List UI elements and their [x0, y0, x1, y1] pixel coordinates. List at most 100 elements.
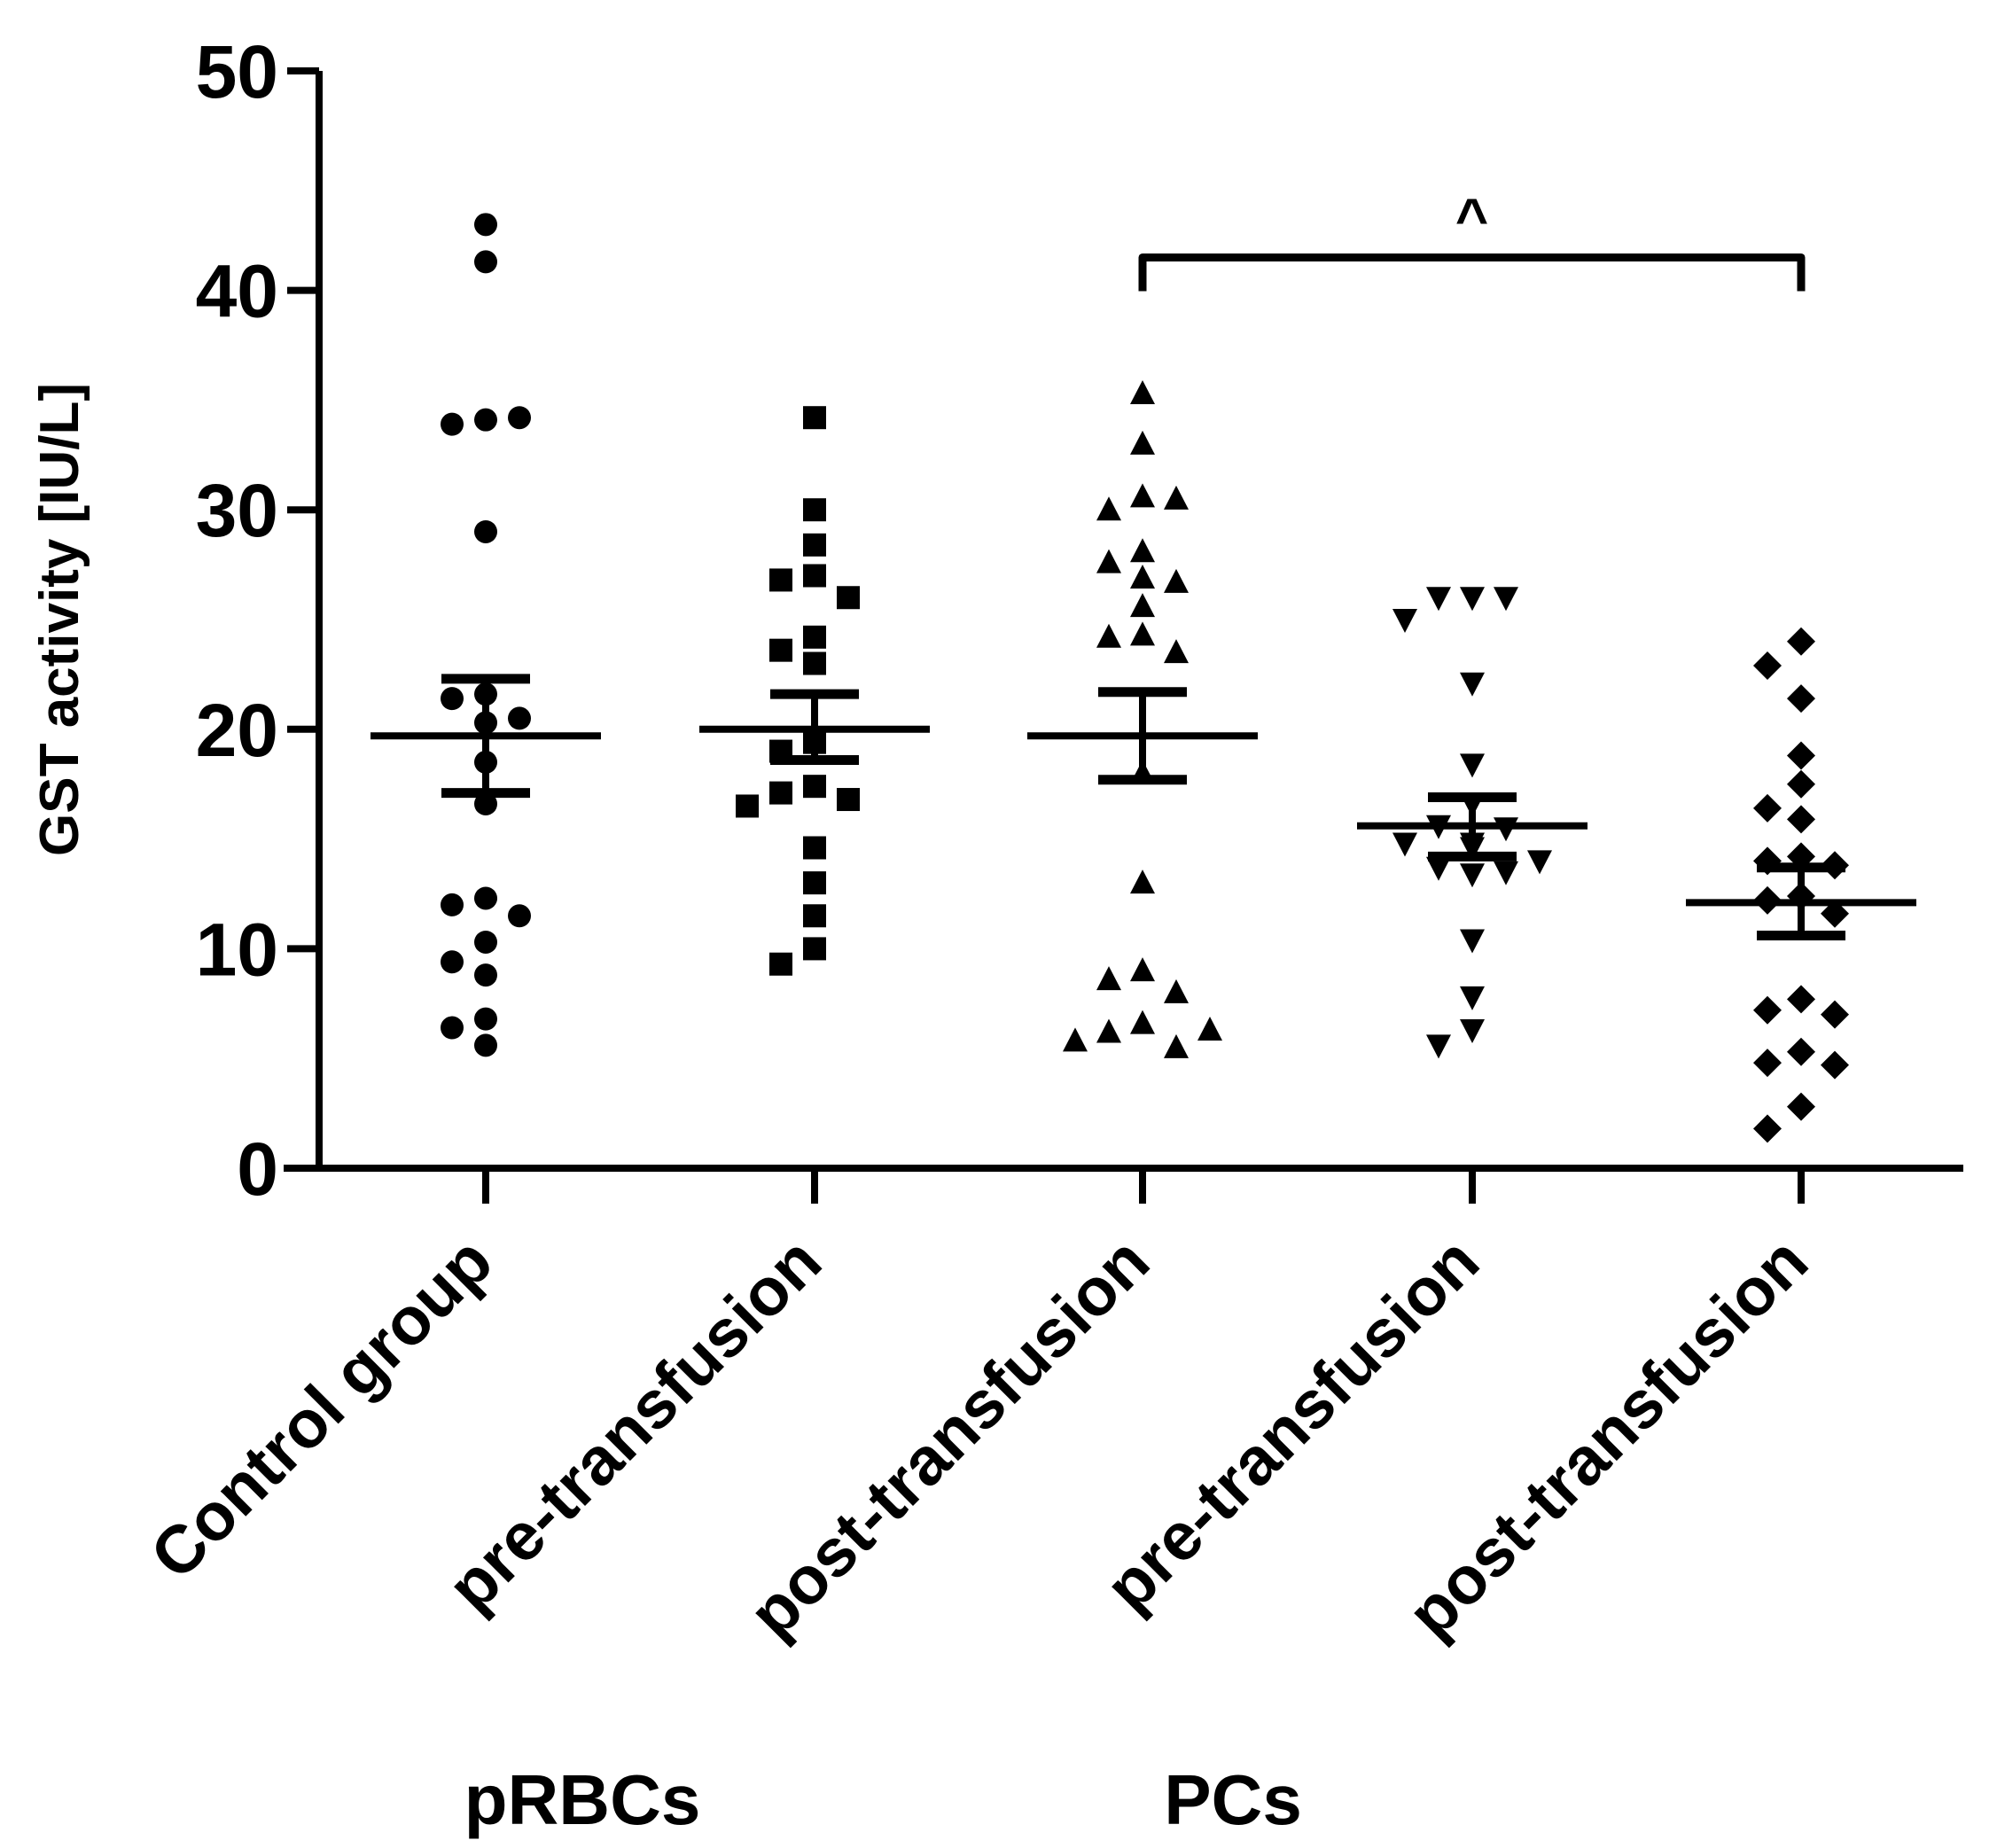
data-point-circle	[474, 963, 497, 987]
data-point-circle	[474, 886, 497, 910]
data-point-square	[803, 406, 826, 430]
data-point-circle	[508, 706, 531, 730]
data-point-triangle-down	[1460, 672, 1485, 697]
data-point-diamond	[1753, 793, 1782, 823]
y-tick-label: 40	[196, 250, 278, 333]
data-point-triangle-up	[1164, 639, 1189, 664]
data-point-diamond	[1821, 899, 1849, 928]
data-point-diamond	[1787, 1092, 1815, 1121]
data-point-diamond	[1787, 985, 1815, 1014]
data-point-circle	[474, 791, 497, 815]
y-tick-label: 50	[196, 30, 278, 113]
data-point-circle	[474, 213, 497, 237]
data-point-square	[769, 638, 792, 662]
data-point-triangle-up	[1164, 979, 1189, 1003]
data-point-triangle-up	[1164, 568, 1189, 593]
data-point-triangle-down	[1460, 986, 1485, 1010]
data-point-diamond	[1787, 741, 1815, 770]
data-point-circle	[441, 412, 464, 436]
data-point-diamond	[1753, 651, 1782, 680]
data-point-square	[803, 564, 826, 588]
data-point-diamond	[1753, 1114, 1782, 1143]
data-point-triangle-up	[1096, 549, 1121, 573]
data-point-triangle-up	[1130, 593, 1155, 618]
data-point-triangle-up	[1130, 483, 1155, 508]
data-point-triangle-down	[1460, 1019, 1485, 1044]
y-tick-label: 20	[196, 689, 278, 772]
data-point-triangle-up	[1096, 496, 1121, 521]
data-point-triangle-down	[1392, 609, 1417, 633]
data-point-triangle-up	[1130, 564, 1155, 589]
data-point-square	[837, 586, 860, 610]
data-point-square	[736, 794, 759, 818]
data-point-diamond	[1753, 995, 1782, 1025]
data-point-diamond	[1821, 1050, 1849, 1080]
data-point-square	[803, 533, 826, 557]
data-point-square	[803, 498, 826, 522]
data-point-triangle-down	[1460, 929, 1485, 954]
x-category-label: Control group	[137, 1223, 507, 1594]
data-points	[441, 213, 1849, 1143]
data-point-triangle-up	[1164, 1033, 1189, 1058]
data-point-triangle-down	[1527, 850, 1552, 875]
data-point-diamond	[1787, 1037, 1815, 1066]
data-point-triangle-up	[1130, 621, 1155, 646]
group-label: PCs	[1164, 1760, 1302, 1839]
data-point-circle	[474, 519, 497, 543]
axes: 0 10 20 30 40 50	[196, 30, 1963, 1211]
data-point-square	[837, 788, 860, 812]
significance-bracket	[1138, 253, 1806, 292]
data-point-diamond	[1787, 769, 1815, 799]
data-point-circle	[441, 950, 464, 974]
data-point-diamond	[1821, 1000, 1849, 1029]
data-point-circle	[441, 893, 464, 916]
data-point-square	[803, 775, 826, 799]
data-point-square	[803, 651, 826, 675]
data-point-square	[803, 836, 826, 860]
data-point-triangle-up	[1130, 869, 1155, 894]
y-tick-label: 30	[196, 469, 278, 552]
data-point-triangle-up	[1130, 957, 1155, 982]
data-point-triangle-up	[1130, 538, 1155, 563]
data-point-square	[769, 952, 792, 976]
group-label: pRBCs	[464, 1760, 701, 1839]
data-point-triangle-up	[1197, 1017, 1222, 1041]
y-tick-label: 0	[237, 1127, 278, 1211]
mean-sem-bars	[371, 674, 1916, 941]
data-point-square	[803, 871, 826, 895]
data-point-triangle-up	[1130, 379, 1155, 404]
y-tick-label: 10	[196, 908, 278, 991]
data-point-circle	[508, 904, 531, 928]
data-point-circle	[474, 1007, 497, 1031]
data-point-triangle-up	[1063, 1027, 1088, 1052]
data-point-triangle-up	[1164, 485, 1189, 510]
significance-annotation: ^	[1138, 186, 1806, 292]
data-point-triangle-down	[1494, 861, 1518, 885]
data-point-square	[803, 625, 826, 649]
data-point-circle	[474, 930, 497, 954]
data-point-diamond	[1787, 627, 1815, 656]
labels: GST activity [IU/L]Control grouppre-tran…	[29, 383, 1822, 1839]
data-point-triangle-down	[1494, 587, 1518, 612]
data-point-triangle-up	[1130, 1010, 1155, 1034]
data-point-triangle-down	[1460, 753, 1485, 778]
data-point-triangle-down	[1460, 587, 1485, 612]
data-point-circle	[508, 406, 531, 430]
data-point-diamond	[1787, 684, 1815, 713]
data-point-circle	[441, 687, 464, 711]
y-axis-label: GST activity [IU/L]	[29, 383, 90, 856]
data-point-circle	[441, 1016, 464, 1040]
data-point-triangle-up	[1096, 966, 1121, 991]
data-point-triangle-up	[1096, 1018, 1121, 1043]
data-point-diamond	[1787, 805, 1815, 834]
data-point-triangle-down	[1392, 832, 1417, 857]
data-point-triangle-down	[1460, 863, 1485, 888]
data-point-square	[769, 568, 792, 592]
data-point-triangle-down	[1426, 1034, 1451, 1059]
data-point-triangle-up	[1130, 430, 1155, 455]
data-point-triangle-down	[1426, 587, 1451, 612]
data-point-circle	[474, 408, 497, 432]
data-point-circle	[474, 1033, 497, 1057]
data-point-triangle-down	[1426, 856, 1451, 881]
